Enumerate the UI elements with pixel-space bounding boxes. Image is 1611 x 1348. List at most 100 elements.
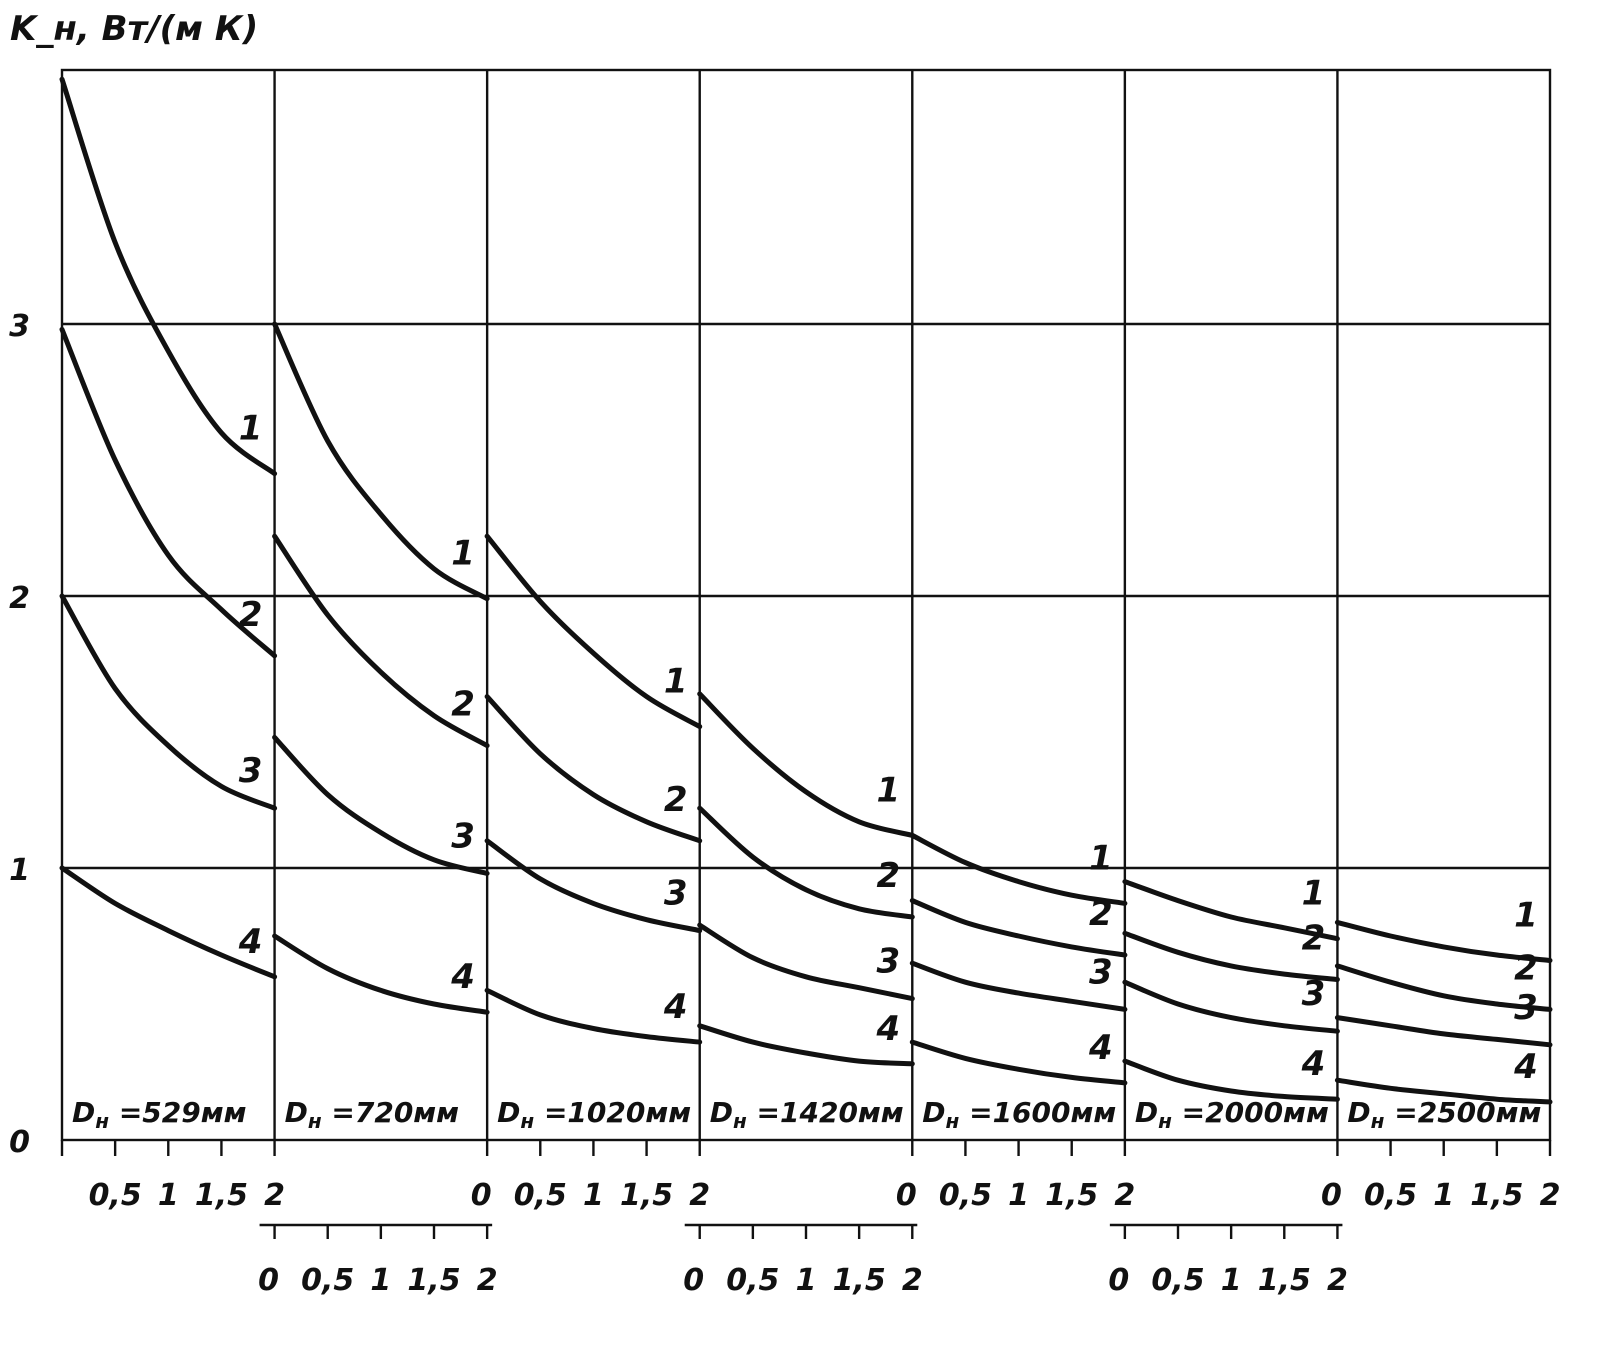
y-tick-label: 2 bbox=[9, 581, 30, 616]
x-tick-label: 2 bbox=[1327, 1263, 1348, 1298]
y-axis-title: K_н, Вт/(м К) bbox=[10, 9, 258, 49]
x-tick-label: 2 bbox=[477, 1263, 498, 1298]
series-label: 4 bbox=[238, 922, 263, 962]
series-line-3 bbox=[1122, 979, 1340, 1034]
series-label: 4 bbox=[1513, 1047, 1538, 1087]
series-label: 3 bbox=[664, 874, 688, 914]
x-tick-label: 0,5 bbox=[1364, 1178, 1417, 1213]
series-line-3 bbox=[484, 838, 703, 934]
x-tick-label: 1,5 bbox=[833, 1263, 886, 1298]
series-label: 4 bbox=[663, 987, 688, 1027]
panel-label: Dн =2000мм bbox=[1135, 1096, 1329, 1133]
x-tick-label: 0,5 bbox=[1151, 1263, 1204, 1298]
series-line-4 bbox=[697, 1023, 915, 1067]
series-line-4 bbox=[272, 933, 490, 1015]
series-label: 3 bbox=[1514, 988, 1538, 1028]
series-line-1 bbox=[484, 533, 703, 730]
series-line-3 bbox=[1334, 1015, 1553, 1048]
series-label: 4 bbox=[875, 1009, 900, 1049]
x-tick-label: 1 bbox=[583, 1178, 604, 1213]
series-line-4 bbox=[484, 987, 703, 1045]
x-tick-label: 1 bbox=[796, 1263, 817, 1298]
series-label: 1 bbox=[876, 770, 900, 810]
series-label: 2 bbox=[1089, 894, 1113, 934]
x-tick-label: 1 bbox=[1008, 1178, 1029, 1213]
x-tick-label: 1,5 bbox=[195, 1178, 248, 1213]
x-tick-label: 1,5 bbox=[1470, 1178, 1523, 1213]
series-label: 1 bbox=[1089, 838, 1113, 878]
series-label: 3 bbox=[1089, 952, 1113, 992]
x-tick-label: 0,5 bbox=[301, 1263, 354, 1298]
series-line-2 bbox=[909, 898, 1128, 958]
series-label: 2 bbox=[1302, 919, 1326, 959]
x-tick-label: 2 bbox=[689, 1178, 710, 1213]
x-tick-label: 0,5 bbox=[89, 1178, 142, 1213]
series-line-3 bbox=[909, 960, 1128, 1012]
panel-label: Dн =1420мм bbox=[710, 1096, 904, 1133]
series-label: 2 bbox=[239, 595, 263, 635]
x-tick-label: 1 bbox=[1433, 1178, 1454, 1213]
panel-label: Dн =1600мм bbox=[922, 1096, 1116, 1133]
y-tick-label: 0 bbox=[9, 1125, 30, 1160]
panel-label: Dн =529мм bbox=[72, 1096, 247, 1133]
series-label: 1 bbox=[1514, 895, 1538, 935]
x-tick-label: 2 bbox=[902, 1263, 923, 1298]
x-tick-label: 0 bbox=[683, 1263, 704, 1298]
x-tick-label: 1,5 bbox=[407, 1263, 460, 1298]
panel-label: Dн =720мм bbox=[285, 1096, 460, 1133]
series-line-3 bbox=[59, 593, 278, 811]
series-label: 2 bbox=[1514, 948, 1538, 988]
x-tick-label: 0,5 bbox=[726, 1263, 779, 1298]
panel-label: Dн =2500мм bbox=[1347, 1096, 1541, 1133]
series-label: 3 bbox=[451, 816, 475, 856]
x-tick-label: 1 bbox=[370, 1263, 391, 1298]
grid bbox=[60, 68, 1552, 1142]
series-label: 2 bbox=[876, 856, 900, 896]
x-tick-label: 0 bbox=[471, 1178, 492, 1213]
series-line-1 bbox=[909, 832, 1128, 906]
x-tick-label: 2 bbox=[1540, 1178, 1561, 1213]
series-label: 1 bbox=[1302, 874, 1326, 914]
x-tick-label: 0 bbox=[896, 1178, 917, 1213]
series-line-1 bbox=[697, 691, 915, 838]
x-tick-label: 1,5 bbox=[620, 1178, 673, 1213]
x-tick-label: 1,5 bbox=[1045, 1178, 1098, 1213]
series-line-3 bbox=[697, 922, 915, 1002]
series-line-1 bbox=[59, 76, 278, 477]
series-label: 3 bbox=[1302, 974, 1326, 1014]
series-label: 2 bbox=[664, 780, 688, 820]
y-tick-label: 3 bbox=[9, 309, 30, 344]
series-line-2 bbox=[697, 805, 915, 920]
series-line-2 bbox=[1334, 963, 1553, 1012]
series-line-1 bbox=[272, 321, 490, 602]
x-tick-label: 2 bbox=[264, 1178, 285, 1213]
curves bbox=[59, 76, 1553, 1105]
series-label: 4 bbox=[1088, 1028, 1113, 1068]
series-line-3 bbox=[272, 734, 490, 876]
x-tick-label: 0,5 bbox=[939, 1178, 992, 1213]
series-line-4 bbox=[1122, 1058, 1340, 1102]
series-label: 1 bbox=[664, 662, 688, 702]
series-label: 1 bbox=[451, 534, 475, 574]
x-tick-label: 0 bbox=[1108, 1263, 1129, 1298]
x-tick-label: 0 bbox=[1321, 1178, 1342, 1213]
panel-label: Dн =1020мм bbox=[497, 1096, 691, 1133]
y-tick-label: 1 bbox=[9, 853, 30, 888]
series-line-2 bbox=[272, 533, 490, 749]
series-label: 1 bbox=[239, 409, 263, 449]
series-label: 2 bbox=[451, 685, 475, 725]
series-line-4 bbox=[909, 1039, 1128, 1086]
x-tick-label: 0 bbox=[258, 1263, 279, 1298]
series-line-2 bbox=[484, 694, 703, 844]
series-line-2 bbox=[59, 326, 278, 659]
series-label: 4 bbox=[1301, 1044, 1326, 1084]
series-line-4 bbox=[59, 865, 278, 980]
series-label: 3 bbox=[239, 751, 263, 791]
plot-frame bbox=[60, 68, 1552, 1142]
series-line-4 bbox=[1334, 1077, 1553, 1105]
x-tick-label: 1 bbox=[158, 1178, 179, 1213]
series-line-1 bbox=[1334, 919, 1553, 963]
x-tick-label: 1,5 bbox=[1258, 1263, 1311, 1298]
